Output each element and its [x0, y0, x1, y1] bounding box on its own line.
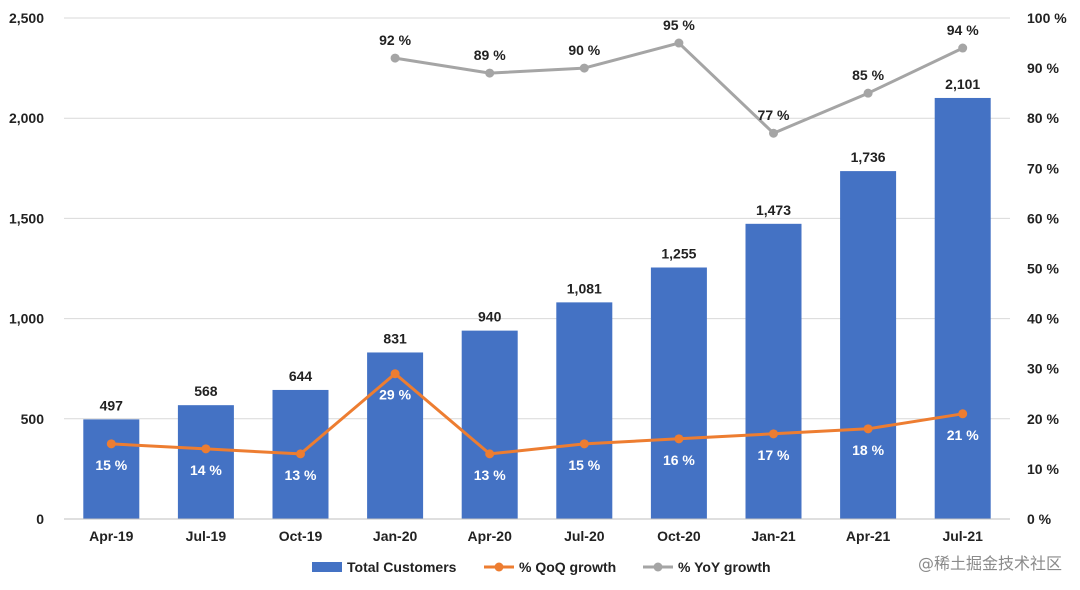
x-tick-label: Jul-20 [564, 528, 605, 544]
x-tick-label: Jul-19 [186, 528, 227, 544]
qoq-growth-series: 15 % 14 % 13 % 29 % 13 % 15 % 16 % 17 % 18 % 21 % [95, 369, 979, 483]
left-tick-label: 2,500 [9, 10, 44, 26]
bar-value-label: 1,736 [851, 149, 886, 165]
qoq-label: 14 % [190, 462, 222, 478]
right-tick-label: 90 % [1027, 60, 1059, 76]
qoq-point [769, 429, 778, 439]
right-tick-label: 60 % [1027, 210, 1059, 226]
x-tick-label: Apr-21 [846, 528, 891, 544]
qoq-label: 18 % [852, 442, 884, 458]
qoq-point [106, 439, 116, 449]
right-tick-label: 80 % [1027, 110, 1059, 126]
legend-label: Total Customers [347, 559, 457, 575]
qoq-point [296, 449, 305, 459]
x-tick-label: Apr-20 [468, 528, 513, 544]
watermark: @稀土掘金技术社区 [918, 554, 1062, 573]
legend-item-yoy-growth: % YoY growth [643, 559, 771, 575]
qoq-point [863, 424, 873, 434]
right-tick-label: 70 % [1027, 160, 1059, 176]
right-tick-label: 10 % [1027, 461, 1059, 477]
bar [461, 330, 518, 519]
yoy-point [674, 38, 684, 48]
qoq-label: 29 % [379, 387, 411, 403]
bar [556, 302, 613, 519]
bar [934, 97, 991, 520]
x-tick-label: Jan-20 [373, 528, 418, 544]
left-axis: 0 500 1,000 1,500 2,000 2,500 [9, 10, 44, 527]
yoy-label: 89 % [474, 47, 506, 63]
legend: Total Customers % QoQ growth % YoY growth [312, 559, 771, 575]
yoy-point [579, 63, 589, 73]
legend-item-total-customers: Total Customers [312, 559, 457, 575]
bar-value-label: 2,101 [945, 76, 980, 92]
qoq-label: 21 % [947, 427, 979, 443]
qoq-point [485, 449, 495, 459]
yoy-point [958, 43, 968, 53]
qoq-point [201, 444, 211, 454]
left-tick-label: 1,500 [9, 210, 44, 226]
bar-value-label: 644 [289, 368, 313, 384]
bar-value-label: 1,255 [661, 245, 696, 261]
qoq-label: 17 % [758, 447, 790, 463]
x-tick-label: Oct-20 [657, 528, 701, 544]
right-tick-label: 100 % [1027, 10, 1067, 26]
bar [745, 223, 802, 520]
qoq-label: 13 % [474, 467, 506, 483]
bar-value-label: 940 [478, 309, 502, 325]
yoy-label: 92 % [379, 32, 411, 48]
left-tick-label: 500 [21, 411, 45, 427]
bar-value-label: 497 [100, 397, 124, 413]
bar-value-label: 1,081 [567, 280, 602, 296]
x-axis: Apr-19 Jul-19 Oct-19 Jan-20 Apr-20 Jul-20 Oct-… [64, 518, 1010, 544]
yoy-label: 77 % [758, 107, 790, 123]
yoy-point [863, 88, 873, 98]
legend-label: % QoQ growth [519, 559, 616, 575]
legend-label: % YoY growth [678, 559, 771, 575]
qoq-line [111, 372, 963, 456]
qoq-point [390, 369, 400, 379]
qoq-point [579, 439, 589, 449]
right-tick-label: 0 % [1027, 511, 1052, 527]
qoq-label: 16 % [663, 452, 695, 468]
yoy-label: 94 % [947, 22, 979, 38]
bar-value-label: 831 [383, 330, 407, 346]
legend-swatch [312, 562, 342, 572]
right-tick-label: 20 % [1027, 411, 1059, 427]
qoq-label: 15 % [568, 457, 600, 473]
qoq-point [958, 409, 968, 419]
bar [650, 267, 707, 519]
legend-swatch-marker [494, 562, 504, 572]
qoq-label: 13 % [285, 467, 317, 483]
yoy-point [485, 68, 495, 78]
bar-value-label: 1,473 [756, 202, 791, 218]
bar [83, 419, 140, 519]
qoq-point [674, 434, 684, 444]
bar-value-label: 568 [194, 383, 218, 399]
x-tick-label: Oct-19 [279, 528, 323, 544]
x-tick-label: Apr-19 [89, 528, 134, 544]
yoy-point [769, 128, 778, 138]
yoy-label: 85 % [852, 67, 884, 83]
left-tick-label: 1,000 [9, 311, 44, 327]
bar [177, 405, 234, 519]
bar [840, 171, 897, 520]
right-axis: 0 % 10 % 20 % 30 % 40 % 50 % 60 % 70 % 80 % 90 % 1… [1027, 10, 1067, 527]
left-tick-label: 2,000 [9, 110, 44, 126]
yoy-growth-series: 92 % 89 % 90 % 95 % 77 % 85 % 94 % [379, 17, 979, 138]
yoy-label: 90 % [568, 42, 600, 58]
yoy-point [390, 53, 400, 63]
right-tick-label: 30 % [1027, 361, 1059, 377]
bar-value-labels: 497 568 644 831 940 1,081 1,255 1,473 1,736 2,101 [100, 76, 981, 413]
bar [367, 352, 424, 519]
right-tick-label: 40 % [1027, 311, 1059, 327]
right-tick-label: 50 % [1027, 261, 1059, 277]
legend-item-qoq-growth: % QoQ growth [484, 559, 616, 575]
qoq-label: 15 % [95, 457, 127, 473]
left-tick-label: 0 [36, 511, 44, 527]
yoy-label: 95 % [663, 17, 695, 33]
x-tick-label: Jan-21 [751, 528, 796, 544]
x-tick-label: Jul-21 [942, 528, 983, 544]
legend-swatch-marker [653, 562, 663, 572]
